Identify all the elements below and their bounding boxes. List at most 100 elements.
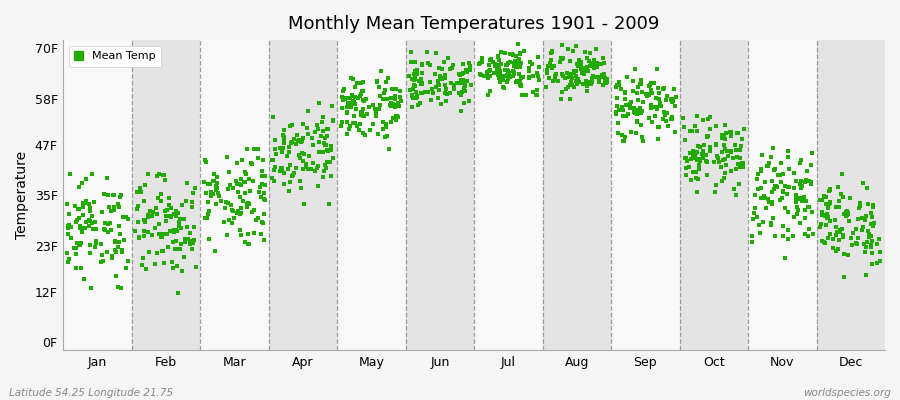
Point (859, 212, 873, 219)
Point (435, 76, 449, 82)
Point (583, 61, 598, 67)
Point (778, 182, 792, 189)
Point (454, 80, 469, 86)
Point (257, 196, 272, 202)
Point (60, 231, 75, 237)
Point (824, 217, 838, 224)
Point (496, 77, 510, 83)
Point (217, 219, 231, 225)
Point (716, 157, 730, 164)
Point (487, 61, 501, 68)
Point (663, 96, 678, 102)
Point (342, 126, 356, 132)
Point (379, 96, 393, 102)
Point (597, 60, 611, 66)
Point (149, 211, 164, 218)
Point (437, 82, 452, 88)
Point (570, 61, 584, 68)
Point (440, 90, 454, 97)
Point (751, 214, 765, 220)
Point (212, 190, 226, 196)
Point (158, 218, 173, 224)
Point (765, 178, 779, 184)
Point (724, 149, 738, 156)
Point (628, 110, 643, 116)
Point (476, 73, 491, 80)
Point (496, 84, 510, 90)
Point (137, 198, 151, 204)
Point (455, 60, 470, 67)
Point (431, 86, 446, 93)
Point (483, 73, 498, 79)
Bar (611, 40, 680, 350)
Point (68, 251, 83, 257)
Point (141, 212, 156, 218)
Point (611, 120, 625, 126)
Point (500, 72, 514, 78)
Point (758, 195, 772, 201)
Point (226, 184, 240, 191)
Point (555, 56, 570, 62)
Point (555, 54, 570, 61)
Point (776, 188, 790, 194)
Point (322, 158, 337, 165)
Point (657, 108, 671, 115)
Point (275, 166, 290, 172)
Point (156, 248, 170, 254)
Point (644, 90, 659, 96)
Point (748, 192, 762, 198)
Point (795, 157, 809, 163)
Point (551, 78, 565, 84)
Point (114, 285, 129, 291)
Point (408, 68, 422, 74)
Point (456, 85, 471, 91)
Point (149, 250, 164, 256)
Point (383, 100, 398, 106)
Point (693, 158, 707, 164)
Point (790, 211, 805, 217)
Point (114, 192, 129, 198)
Point (597, 81, 611, 88)
Point (152, 221, 166, 228)
Point (433, 76, 447, 82)
Point (681, 164, 696, 170)
Point (727, 142, 742, 148)
Point (435, 66, 449, 72)
Point (326, 154, 340, 161)
Point (498, 66, 512, 73)
Point (303, 166, 318, 172)
Point (680, 157, 694, 164)
Point (344, 75, 358, 82)
Point (701, 133, 716, 139)
Point (547, 73, 562, 79)
Point (736, 126, 751, 132)
Point (358, 132, 373, 139)
Point (185, 240, 200, 246)
Point (804, 180, 818, 187)
Point (234, 210, 248, 216)
Point (572, 79, 587, 85)
Point (716, 135, 730, 142)
Point (115, 214, 130, 220)
Point (443, 65, 457, 72)
Point (690, 112, 705, 119)
Point (242, 241, 256, 247)
Point (716, 178, 730, 184)
Point (146, 209, 160, 215)
Point (406, 85, 420, 92)
Point (156, 171, 170, 178)
Point (455, 77, 470, 83)
Point (474, 55, 489, 62)
Point (366, 120, 381, 127)
Point (497, 85, 511, 92)
Point (646, 103, 661, 110)
Point (176, 216, 191, 222)
Point (154, 234, 168, 241)
Point (540, 70, 554, 76)
Point (197, 179, 211, 185)
Point (294, 150, 309, 156)
Point (266, 174, 280, 181)
Point (804, 162, 818, 168)
Point (581, 58, 596, 64)
Point (473, 60, 488, 66)
